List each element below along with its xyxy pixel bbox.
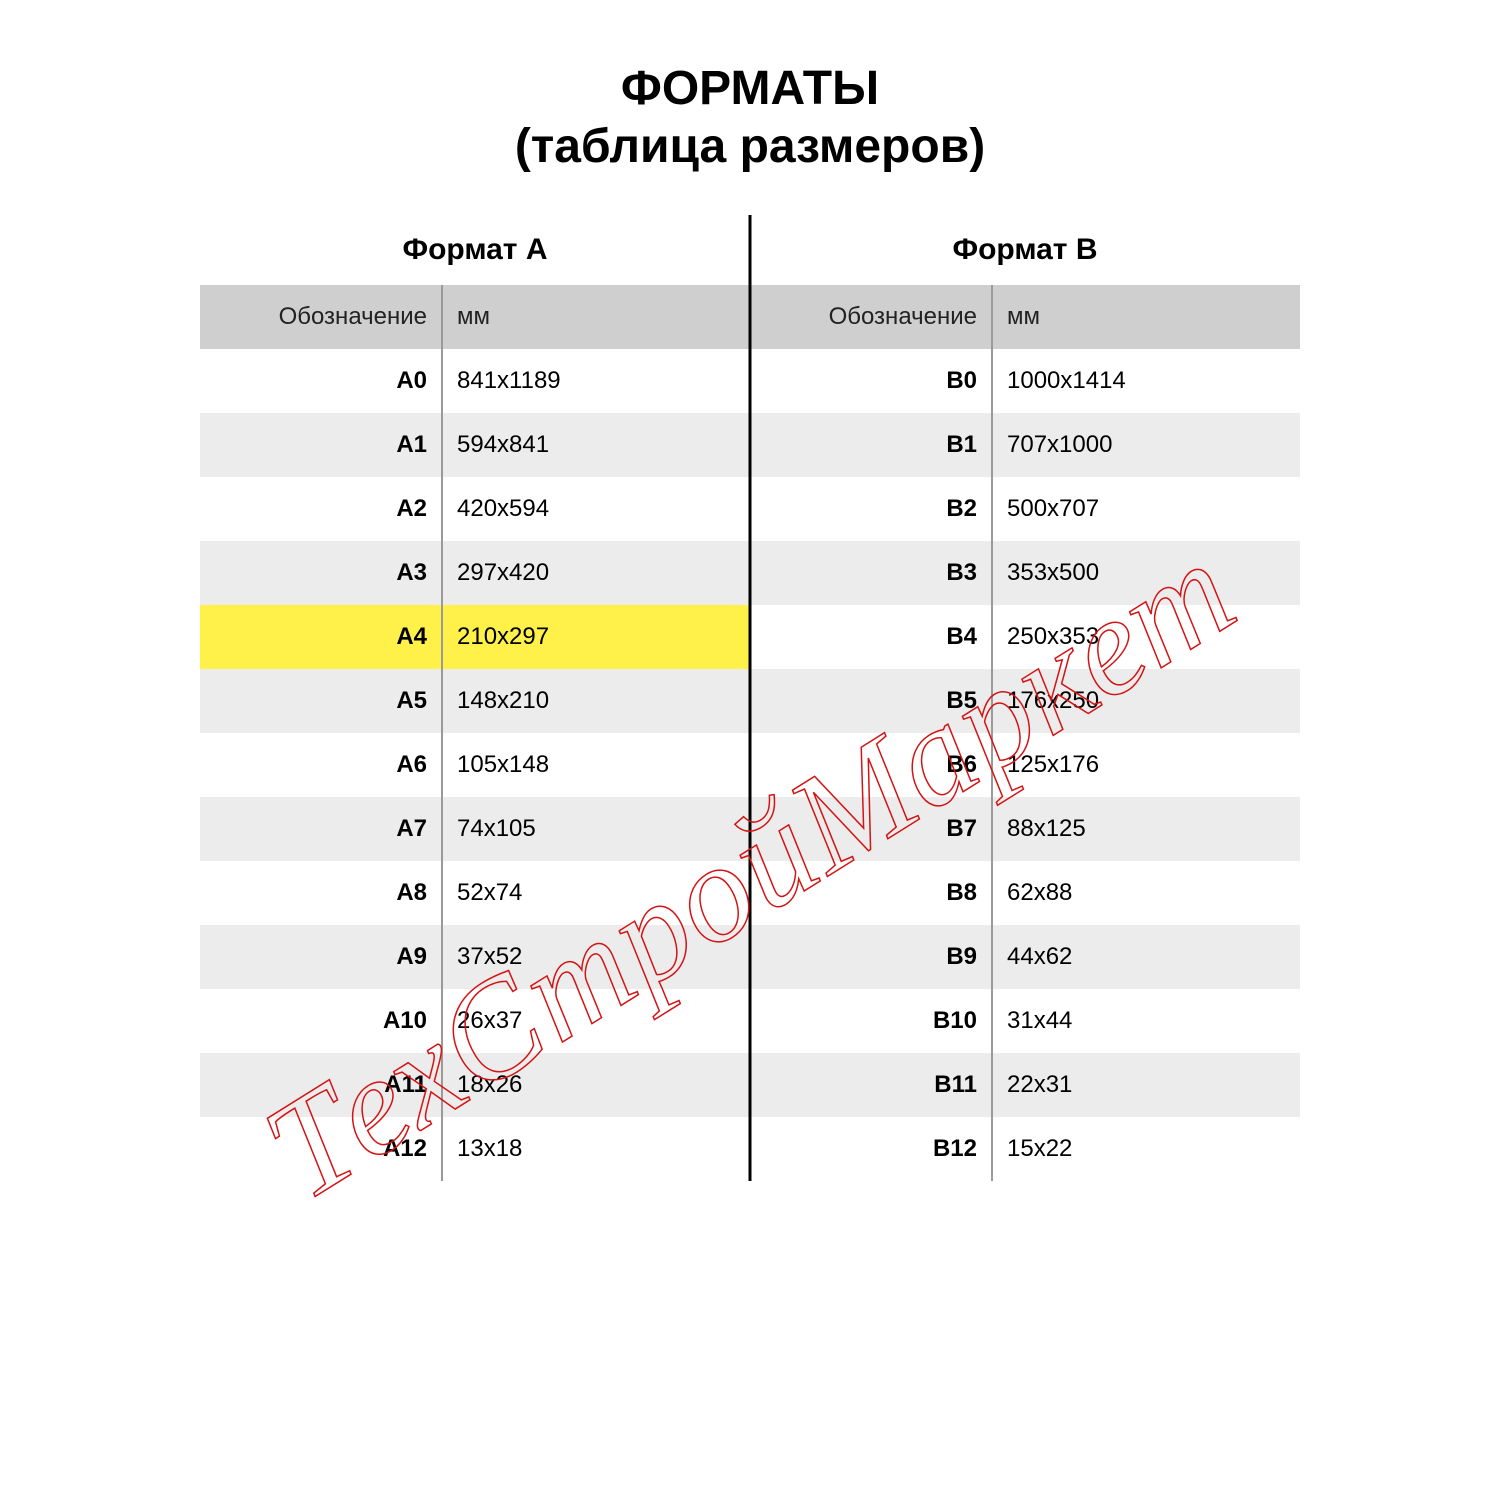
format-a-body: A0841x1189A1594x841A2420x594A3297x420A42… xyxy=(200,349,750,1181)
tables-container: Формат А Обозначение мм A0841x1189A1594x… xyxy=(200,215,1300,1181)
row-label: A5 xyxy=(200,669,442,733)
row-value: 707x1000 xyxy=(992,413,1300,477)
row-value: 52x74 xyxy=(442,861,750,925)
row-value: 176x250 xyxy=(992,669,1300,733)
row-label: B8 xyxy=(750,861,992,925)
row-label: B5 xyxy=(750,669,992,733)
table-row: B1122x31 xyxy=(750,1053,1300,1117)
row-value: 210x297 xyxy=(442,605,750,669)
format-b-title: Формат B xyxy=(750,215,1300,285)
row-value: 15x22 xyxy=(992,1117,1300,1181)
row-value: 148x210 xyxy=(442,669,750,733)
table-row: A1118x26 xyxy=(200,1053,750,1117)
row-label: B3 xyxy=(750,541,992,605)
table-row: B1031x44 xyxy=(750,989,1300,1053)
row-label: A1 xyxy=(200,413,442,477)
table-row: B6125x176 xyxy=(750,733,1300,797)
row-value: 31x44 xyxy=(992,989,1300,1053)
header-label: Обозначение xyxy=(750,285,992,349)
row-label: A7 xyxy=(200,797,442,861)
row-label: B11 xyxy=(750,1053,992,1117)
row-label: B10 xyxy=(750,989,992,1053)
table-row: A1213x18 xyxy=(200,1117,750,1181)
row-label: B4 xyxy=(750,605,992,669)
row-value: 22x31 xyxy=(992,1053,1300,1117)
table-header-row: Обозначение мм xyxy=(750,285,1300,349)
table-row: B1215x22 xyxy=(750,1117,1300,1181)
format-a-column: Формат А Обозначение мм A0841x1189A1594x… xyxy=(200,215,750,1181)
table-row: B01000x1414 xyxy=(750,349,1300,413)
row-value: 37x52 xyxy=(442,925,750,989)
table-row: B1707x1000 xyxy=(750,413,1300,477)
row-value: 105x148 xyxy=(442,733,750,797)
table-row: B2500x707 xyxy=(750,477,1300,541)
row-label: A9 xyxy=(200,925,442,989)
row-value: 13x18 xyxy=(442,1117,750,1181)
row-label: A4 xyxy=(200,605,442,669)
row-value: 594x841 xyxy=(442,413,750,477)
table-row: A3297x420 xyxy=(200,541,750,605)
row-label: A3 xyxy=(200,541,442,605)
row-value: 297x420 xyxy=(442,541,750,605)
table-row: B4250x353 xyxy=(750,605,1300,669)
row-value: 420x594 xyxy=(442,477,750,541)
row-label: A10 xyxy=(200,989,442,1053)
format-b-table: Обозначение мм B01000x1414B1707x1000B250… xyxy=(750,285,1300,1181)
center-divider xyxy=(749,215,752,1181)
table-row: A6105x148 xyxy=(200,733,750,797)
table-row: A774x105 xyxy=(200,797,750,861)
table-row: A1026x37 xyxy=(200,989,750,1053)
table-row: B788x125 xyxy=(750,797,1300,861)
row-label: B9 xyxy=(750,925,992,989)
table-row: A5148x210 xyxy=(200,669,750,733)
row-label: A12 xyxy=(200,1117,442,1181)
table-row: A4210x297 xyxy=(200,605,750,669)
row-label: A11 xyxy=(200,1053,442,1117)
title-line-2: (таблица размеров) xyxy=(0,118,1500,176)
row-value: 88x125 xyxy=(992,797,1300,861)
table-row: A852x74 xyxy=(200,861,750,925)
title-line-1: ФОРМАТЫ xyxy=(0,60,1500,118)
format-b-body: B01000x1414B1707x1000B2500x707B3353x500B… xyxy=(750,349,1300,1181)
table-row: B3353x500 xyxy=(750,541,1300,605)
row-label: B7 xyxy=(750,797,992,861)
row-value: 841x1189 xyxy=(442,349,750,413)
row-label: B12 xyxy=(750,1117,992,1181)
format-a-table: Обозначение мм A0841x1189A1594x841A2420x… xyxy=(200,285,750,1181)
row-label: A2 xyxy=(200,477,442,541)
page: ФОРМАТЫ (таблица размеров) Формат А Обоз… xyxy=(0,0,1500,1500)
row-label: B0 xyxy=(750,349,992,413)
row-value: 44x62 xyxy=(992,925,1300,989)
row-label: B6 xyxy=(750,733,992,797)
row-value: 500x707 xyxy=(992,477,1300,541)
row-value: 26x37 xyxy=(442,989,750,1053)
row-label: B1 xyxy=(750,413,992,477)
table-row: B862x88 xyxy=(750,861,1300,925)
table-row: B5176x250 xyxy=(750,669,1300,733)
table-header-row: Обозначение мм xyxy=(200,285,750,349)
row-value: 18x26 xyxy=(442,1053,750,1117)
row-value: 250x353 xyxy=(992,605,1300,669)
table-row: B944x62 xyxy=(750,925,1300,989)
header-value: мм xyxy=(442,285,750,349)
page-title: ФОРМАТЫ (таблица размеров) xyxy=(0,60,1500,175)
table-row: A937x52 xyxy=(200,925,750,989)
header-value: мм xyxy=(992,285,1300,349)
row-label: A0 xyxy=(200,349,442,413)
table-row: A1594x841 xyxy=(200,413,750,477)
row-label: A8 xyxy=(200,861,442,925)
format-a-title: Формат А xyxy=(200,215,750,285)
row-value: 62x88 xyxy=(992,861,1300,925)
format-b-column: Формат B Обозначение мм B01000x1414B1707… xyxy=(750,215,1300,1181)
row-label: A6 xyxy=(200,733,442,797)
row-value: 125x176 xyxy=(992,733,1300,797)
header-label: Обозначение xyxy=(200,285,442,349)
table-row: A0841x1189 xyxy=(200,349,750,413)
row-value: 353x500 xyxy=(992,541,1300,605)
row-value: 74x105 xyxy=(442,797,750,861)
row-label: B2 xyxy=(750,477,992,541)
row-value: 1000x1414 xyxy=(992,349,1300,413)
table-row: A2420x594 xyxy=(200,477,750,541)
